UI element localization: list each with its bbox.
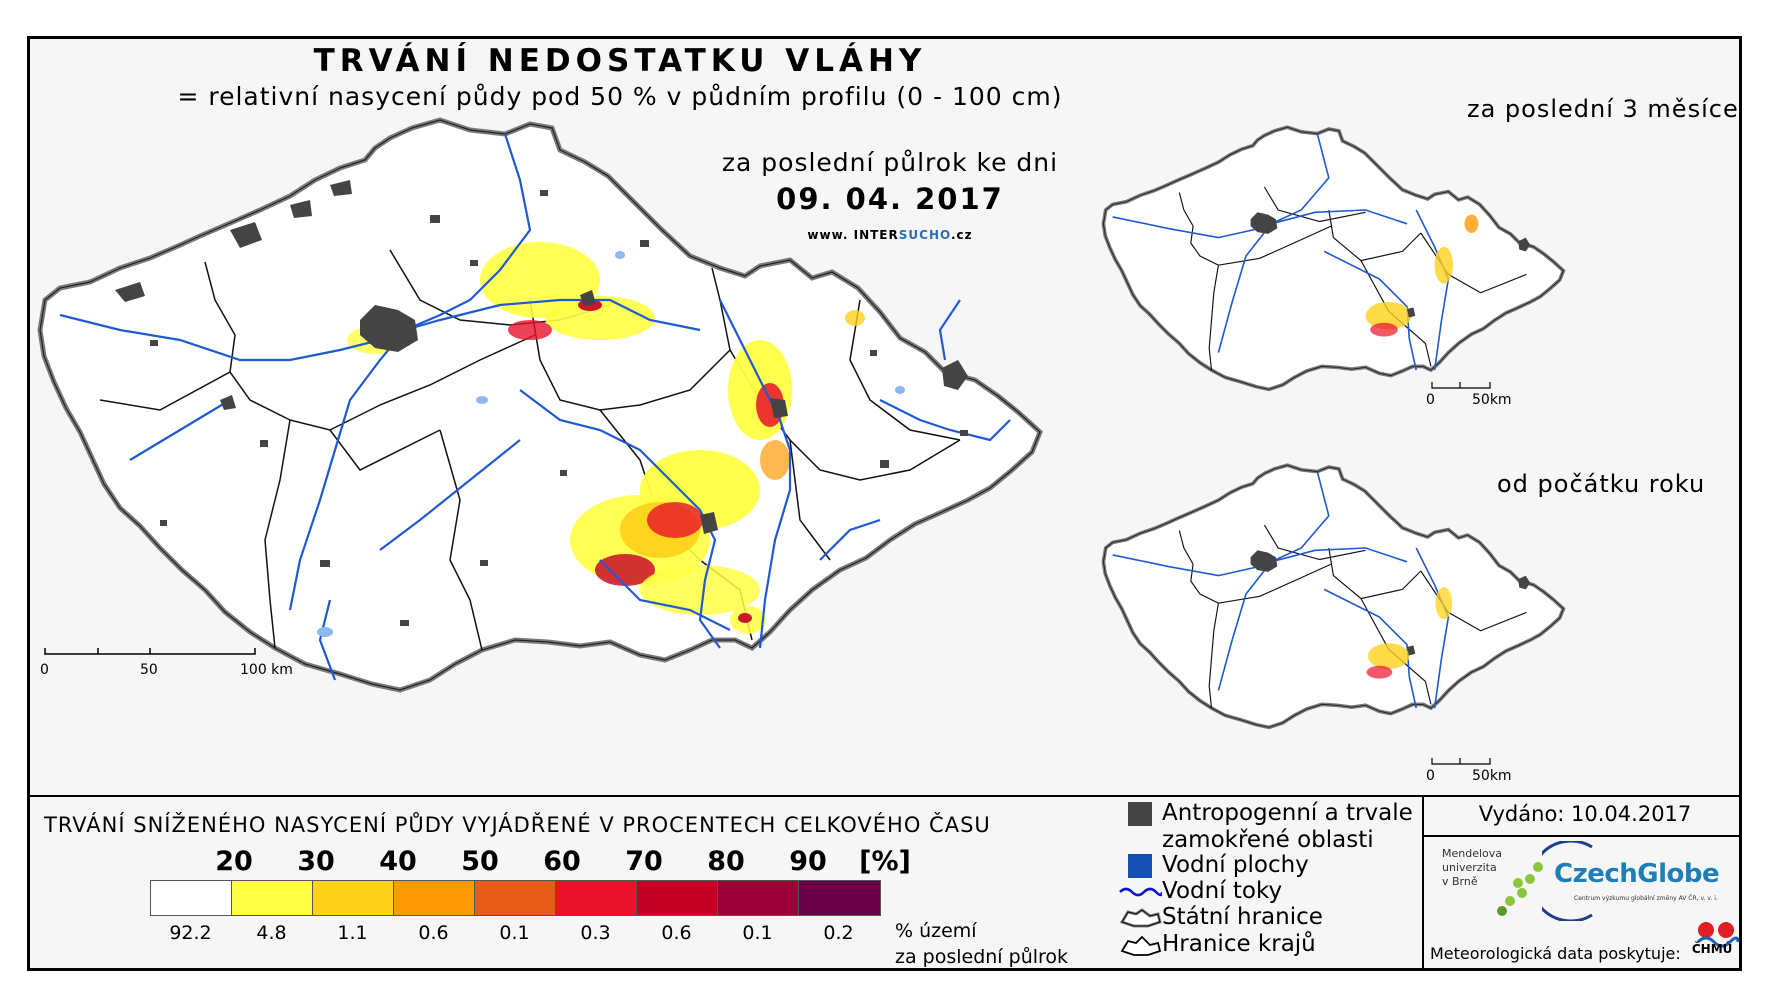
main-scale-bar: 0 50 100 km bbox=[40, 648, 293, 678]
mendel-logo-icon bbox=[1497, 862, 1543, 916]
issued-date: Vydáno: 10.04.2017 bbox=[1478, 802, 1692, 826]
mendel-logo-text: Mendelova univerzita v Brně bbox=[1442, 847, 1502, 889]
water-body-icon bbox=[1118, 852, 1162, 880]
legend-pct-unit-line2: za poslední půlrok bbox=[895, 946, 1069, 968]
threshold-20: 20 bbox=[215, 846, 253, 877]
state-border-icon bbox=[1118, 904, 1162, 932]
symbol-label-region-border: Hranice krajů bbox=[1162, 931, 1316, 957]
legend-percentage-7: 0.1 bbox=[742, 922, 773, 944]
threshold-60: 60 bbox=[543, 846, 581, 877]
mendel-line-2: univerzita bbox=[1442, 861, 1497, 874]
symbol-label-state-border: Státní hranice bbox=[1162, 904, 1323, 930]
symbol-row-water-bodies: Vodní plochy bbox=[1118, 852, 1309, 880]
chmu-logo-text: ČHMÚ bbox=[1691, 942, 1733, 956]
legend-percentages: 92.2 4.8 1.1 0.6 0.1 0.3 0.6 0.1 0.2 bbox=[150, 922, 890, 946]
river-icon bbox=[1118, 878, 1162, 906]
website-suffix: .cz bbox=[950, 228, 973, 242]
inset-1-scale-label-0: 0 bbox=[1426, 392, 1435, 408]
colorbar-cell-3 bbox=[394, 881, 475, 915]
legend-title: TRVÁNÍ SNÍŽENÉHO NASYCENÍ PŮDY VYJÁDŘENÉ… bbox=[44, 813, 991, 837]
inset-label-3-months: za poslední 3 měsíce bbox=[1467, 95, 1739, 123]
inset-2-scale-bar: 0 50km bbox=[1426, 758, 1512, 784]
logos-area: Mendelova univerzita v Brně CzechGlobe C… bbox=[1424, 837, 1742, 937]
legend-percentage-0: 92.2 bbox=[169, 922, 212, 944]
colorbar-cell-8 bbox=[799, 881, 880, 915]
inset-map-3-months bbox=[1101, 125, 1566, 392]
legend-percentage-8: 0.2 bbox=[823, 922, 854, 944]
legend-percentage-6: 0.6 bbox=[661, 922, 692, 944]
main-scale-label-0: 0 bbox=[40, 662, 49, 678]
anthropogenic-area-icon bbox=[1118, 800, 1162, 828]
main-map bbox=[40, 120, 1040, 690]
symbol-row-state-border: Státní hranice bbox=[1118, 904, 1323, 932]
map-canvas: 0 50 100 km 0 50km bbox=[0, 0, 1566, 784]
inset-1-scale-label-50: 50km bbox=[1472, 392, 1512, 408]
symbol-row-region-border: Hranice krajů bbox=[1118, 931, 1316, 959]
colorbar-cell-7 bbox=[718, 881, 799, 915]
legend-pct-unit: % území za poslední půlrok bbox=[895, 918, 1068, 970]
threshold-unit: [%] bbox=[859, 846, 911, 877]
symbol-label-rivers: Vodní toky bbox=[1162, 878, 1283, 904]
legend-percentage-4: 0.1 bbox=[499, 922, 530, 944]
legend-thresholds: 20 30 40 50 60 70 80 90 [%] bbox=[150, 846, 970, 880]
legend-percentage-1: 4.8 bbox=[256, 922, 287, 944]
website-highlight: SUCHO bbox=[898, 228, 951, 242]
threshold-30: 30 bbox=[297, 846, 335, 877]
chmu-logo-icon bbox=[1696, 922, 1740, 948]
map-title: TRVÁNÍ NEDOSTATKU VLÁHY bbox=[313, 43, 927, 79]
threshold-70: 70 bbox=[625, 846, 663, 877]
period-label: za poslední půlrok ke dni bbox=[721, 148, 1059, 177]
water-bodies bbox=[317, 251, 905, 637]
czechglobe-logo-text: CzechGlobe bbox=[1554, 859, 1720, 889]
threshold-50: 50 bbox=[461, 846, 499, 877]
symbol-label-anthropogenic-1: Antropogenní a trvale bbox=[1162, 800, 1413, 826]
colorbar-cell-5 bbox=[556, 881, 637, 915]
legend-panel bbox=[27, 795, 1742, 971]
legend-colorbar bbox=[150, 880, 881, 916]
inset-1-scale-bar: 0 50km bbox=[1426, 382, 1512, 408]
mendel-line-3: v Brně bbox=[1442, 875, 1478, 888]
inset-map-year bbox=[1101, 463, 1566, 730]
mendel-line-1: Mendelova bbox=[1442, 847, 1503, 860]
inset-label-year: od počátku roku bbox=[1497, 470, 1706, 498]
inset-2-scale-label-50: 50km bbox=[1472, 768, 1512, 784]
map-subtitle: = relativní nasycení půdy pod 50 % v půd… bbox=[177, 82, 1063, 111]
legend-pct-unit-line1: % území bbox=[895, 920, 977, 942]
legend-divider bbox=[1422, 795, 1424, 971]
threshold-80: 80 bbox=[707, 846, 745, 877]
meteo-data-provider: Meteorologická data poskytuje: ČHMÚ bbox=[1430, 922, 1746, 963]
symbol-label-anthropogenic-2: zamokřené oblasti bbox=[1162, 827, 1374, 853]
colorbar-cell-6 bbox=[637, 881, 718, 915]
meteo-prefix: Meteorologická data poskytuje: bbox=[1430, 944, 1681, 963]
rivers bbox=[59, 133, 1011, 681]
inset-2-scale-label-0: 0 bbox=[1426, 768, 1435, 784]
chmu-logo: ČHMÚ bbox=[1686, 922, 1746, 959]
czechglobe-logo-arc bbox=[1542, 841, 1593, 921]
colorbar-cell-0 bbox=[151, 881, 232, 915]
colorbar-cell-4 bbox=[475, 881, 556, 915]
colorbar-cell-2 bbox=[313, 881, 394, 915]
anthropogenic-areas bbox=[115, 180, 968, 626]
symbol-label-water-bodies: Vodní plochy bbox=[1162, 852, 1309, 878]
threshold-90: 90 bbox=[789, 846, 827, 877]
main-scale-label-50: 50 bbox=[140, 662, 158, 678]
website-label: www. INTERSUCHO.cz bbox=[640, 228, 1140, 242]
date-label: 09. 04. 2017 bbox=[776, 182, 1004, 216]
issued-divider bbox=[1424, 835, 1742, 837]
legend-percentage-3: 0.6 bbox=[418, 922, 449, 944]
czechglobe-sub: Centrum výzkumu globální změny AV ČR, v.… bbox=[1574, 895, 1718, 902]
symbol-row-anthropogenic: Antropogenní a trvale zamokřené oblasti bbox=[1118, 800, 1413, 854]
main-scale-label-100: 100 km bbox=[240, 662, 293, 678]
threshold-40: 40 bbox=[379, 846, 417, 877]
website-prefix: www. INTER bbox=[807, 228, 899, 242]
symbol-row-rivers: Vodní toky bbox=[1118, 878, 1282, 906]
region-border-icon bbox=[1118, 931, 1162, 959]
legend-percentage-2: 1.1 bbox=[337, 922, 368, 944]
colorbar-cell-1 bbox=[232, 881, 313, 915]
legend-percentage-5: 0.3 bbox=[580, 922, 611, 944]
